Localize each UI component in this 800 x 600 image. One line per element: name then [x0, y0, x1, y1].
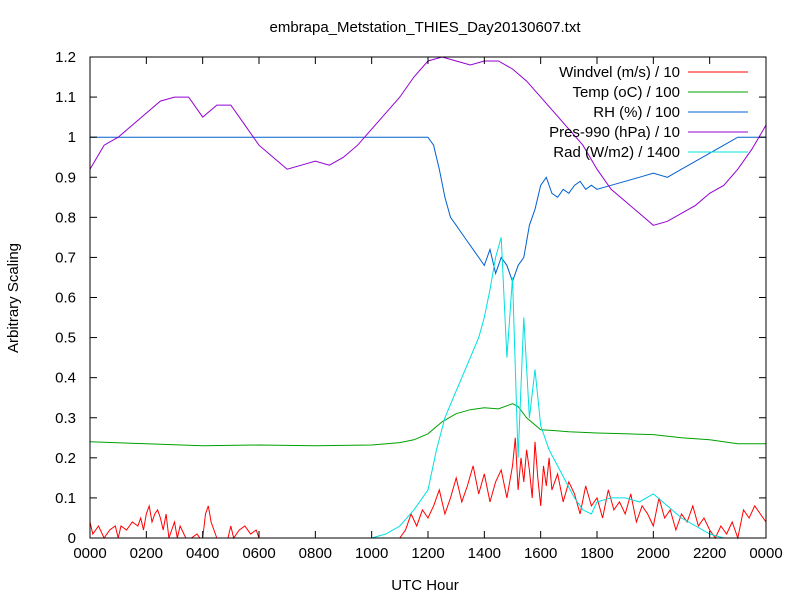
x-tick-label: 1600 [524, 545, 557, 562]
series-line-1 [89, 437, 767, 540]
x-tick-label: 1200 [411, 545, 444, 562]
series-line-5 [90, 237, 766, 539]
series-layer [89, 56, 767, 540]
y-tick-label: 1.1 [55, 89, 76, 106]
y-tick-label: 0.3 [55, 410, 76, 427]
x-tick-label: 0600 [242, 545, 275, 562]
legend-label-2: Temp (oC) / 100 [572, 84, 680, 101]
x-axis-label: UTC Hour [391, 577, 459, 594]
y-tick-label: 0.8 [55, 209, 76, 226]
x-tick-label: 0400 [186, 545, 219, 562]
series-line-4 [89, 56, 767, 226]
x-tick-label: 1000 [355, 545, 388, 562]
x-tick-label: 2200 [693, 545, 726, 562]
ticks-layer: 0000 0200 0400 0600 0800 1000 1200 1400 1600 1800… [55, 49, 783, 562]
y-tick-label: 1.2 [55, 49, 76, 66]
y-tick-label: 1 [68, 129, 76, 146]
legend-label-1: Windvel (m/s) / 10 [559, 64, 680, 81]
x-tick-label: 1400 [468, 545, 501, 562]
chart-title: embrapa_Metstation_THIES_Day20130607.txt [269, 19, 581, 36]
series-line-2 [89, 403, 766, 447]
x-tick-label: 0200 [130, 545, 163, 562]
y-tick-label: 0.9 [55, 169, 76, 186]
series-line-3 [90, 136, 766, 284]
y-tick-label: 0.6 [55, 290, 76, 307]
y-tick-label: 0.7 [55, 249, 76, 266]
legend-label-4: Pres-990 (hPa) / 10 [549, 124, 680, 141]
y-tick-label: 0.2 [55, 450, 76, 467]
legend-label-3: RH (%) / 100 [593, 104, 680, 121]
y-tick-label: 0 [68, 530, 76, 547]
legend: Windvel (m/s) / 10 Temp (oC) / 100 RH (%) … [549, 64, 748, 161]
x-tick-label: 0800 [299, 545, 332, 562]
legend-label-5: Rad (W/m2) / 1400 [553, 144, 680, 161]
x-tick-label: 0000 [73, 545, 106, 562]
x-tick-label: 2000 [637, 545, 670, 562]
y-tick-label: 0.5 [55, 330, 76, 347]
y-tick-label: 0.1 [55, 490, 76, 507]
x-tick-label: 1800 [580, 545, 613, 562]
y-tick-label: 0.4 [55, 370, 76, 387]
x-tick-label: 0000 [749, 545, 782, 562]
y-axis-label: Arbitrary Scaling [5, 243, 22, 353]
